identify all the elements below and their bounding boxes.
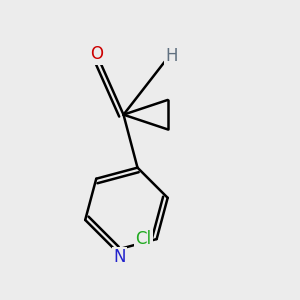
Text: O: O (91, 45, 103, 63)
Text: N: N (114, 248, 126, 266)
Text: H: H (165, 47, 178, 65)
Text: Cl: Cl (135, 230, 152, 248)
